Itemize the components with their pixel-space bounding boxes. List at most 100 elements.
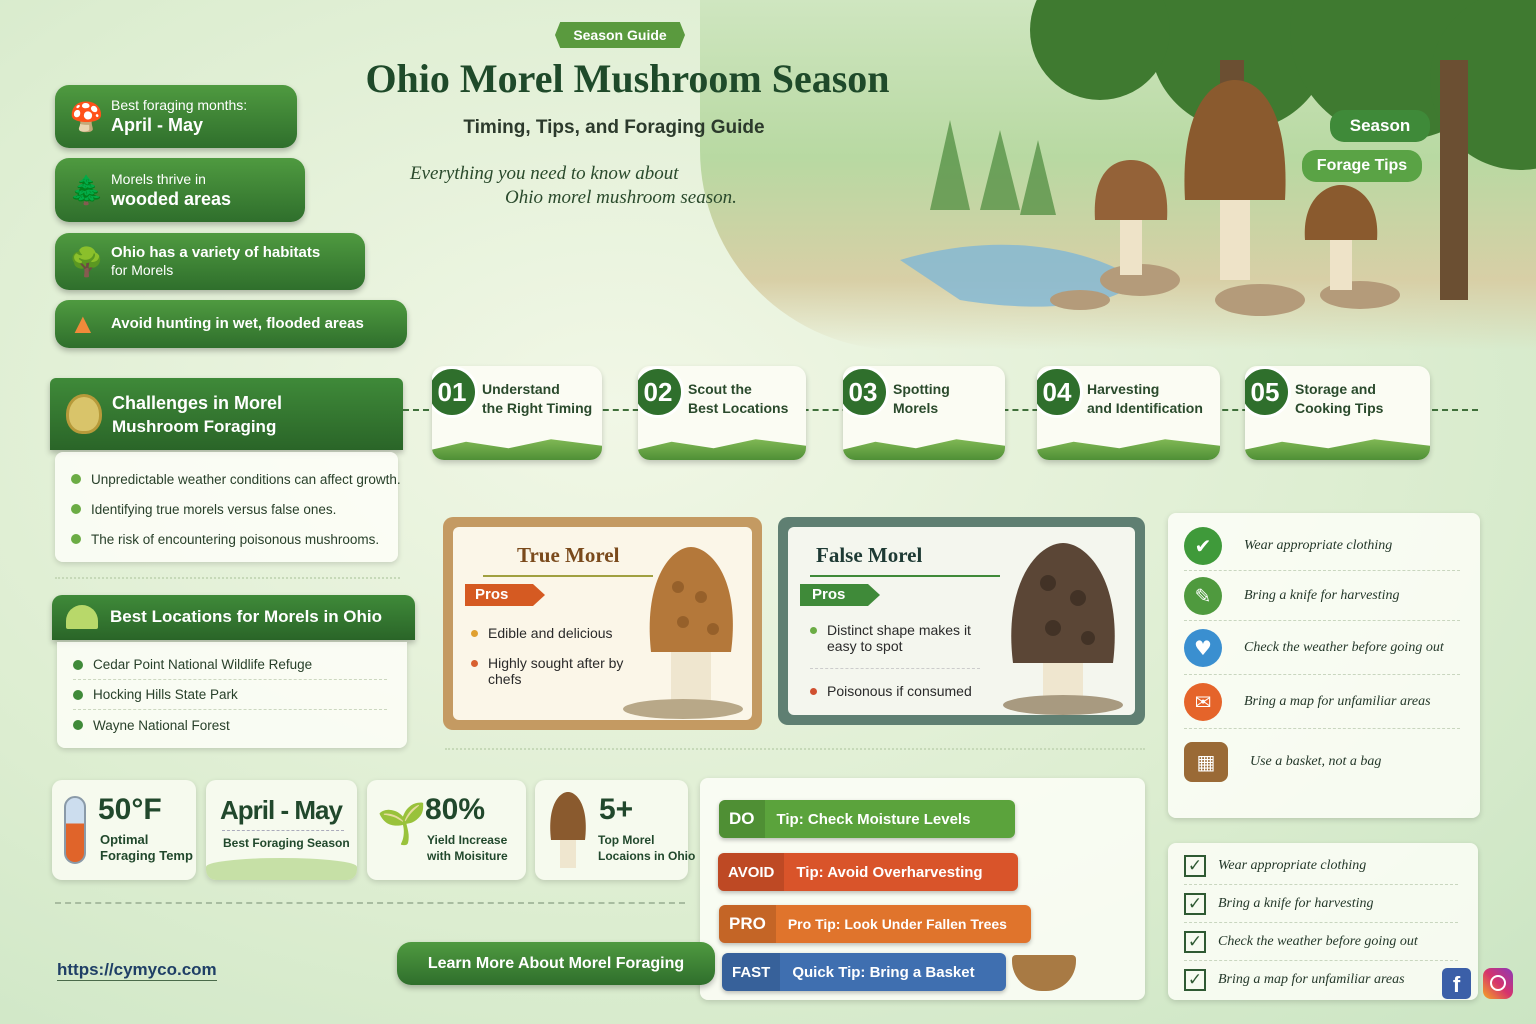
habitat-icon: 🌳 [69, 246, 104, 277]
checklist-item: ▦ Use a basket, not a bag [1184, 729, 1460, 795]
fact-habitats: 🌳 Ohio has a variety of habitats for Morel… [55, 233, 365, 290]
thermometer-icon [64, 796, 86, 864]
true-morel-illustration [623, 547, 743, 719]
fact-best-months: 🍄 Best foraging months: April - May [55, 85, 297, 148]
step-number: 02 [638, 366, 684, 418]
step-1[interactable]: 01 Understand the Right Timing [432, 366, 602, 460]
list-item: Highly sought after by chefs [471, 655, 631, 687]
heart-icon: ♥ [1184, 628, 1222, 667]
step-title: Best Locations [688, 400, 789, 416]
pros-tag: Pros [465, 584, 545, 606]
habitat-icon [66, 605, 98, 629]
warning-icon: ▲ [69, 308, 97, 339]
fact-value: April - May [111, 115, 204, 135]
checklist-panel: ✔ Wear appropriate clothing ✎ Bring a knif… [1168, 513, 1480, 818]
checklist-item: ♥ Check the weather before going out [1184, 621, 1460, 675]
checkbox-item[interactable]: ✓ Check the weather before going out [1184, 923, 1458, 961]
fact-label: Morels thrive in [111, 170, 206, 187]
step-number: 03 [843, 366, 889, 418]
checklist-item: ✎ Bring a knife for harvesting [1184, 571, 1460, 621]
forage-tips-tag: Forage Tips [1302, 150, 1422, 182]
step-title: Spotting [893, 381, 950, 397]
step-number: 05 [1245, 366, 1291, 418]
sprout-icon: 🌱 [377, 802, 427, 846]
website-link[interactable]: https://cymyco.com [57, 960, 217, 981]
fact-value: wooded areas [111, 188, 232, 209]
step-title: Harvesting [1087, 381, 1160, 397]
fact-label: Avoid hunting in wet, flooded areas [111, 315, 364, 332]
tip-fast[interactable]: FAST Quick Tip: Bring a Basket [722, 953, 1006, 991]
list-item: Unpredictable weather conditions can aff… [71, 464, 401, 494]
tagline-2: Ohio morel mushroom season. [505, 187, 737, 208]
false-morel-card: False Morel Pros Distinct shape makes it… [778, 517, 1145, 725]
false-morel-title: False Morel [816, 543, 923, 567]
checkbox-item[interactable]: ✓ Wear appropriate clothing [1184, 847, 1458, 885]
step-5[interactable]: 05 Storage and Cooking Tips [1245, 366, 1430, 460]
list-item: Hocking Hills State Park [73, 680, 387, 710]
step-title: Understand [482, 381, 560, 397]
fact-avoid-wet: ▲ Avoid hunting in wet, flooded areas [55, 300, 407, 348]
step-title: Scout the [688, 381, 752, 397]
fact-label: Ohio has a variety of habitats [111, 244, 321, 261]
challenges-title-2: Mushroom Foraging [112, 417, 277, 436]
divider [55, 902, 685, 904]
tip-avoid[interactable]: AVOID Tip: Avoid Overharvesting [718, 853, 1018, 891]
list-item: Cedar Point National Wildlife Refuge [73, 650, 387, 680]
locations-title: Best Locations for Morels in Ohio [110, 607, 383, 626]
challenges-list: Unpredictable weather conditions can aff… [55, 452, 401, 562]
list-item: Wayne National Forest [73, 710, 387, 740]
season-tag: Season [1330, 110, 1430, 142]
tagline-1: Everything you need to know about [410, 163, 679, 184]
checkbox-icon: ✓ [1184, 930, 1206, 953]
morel-icon: 🍄 [69, 101, 104, 132]
fact-value: for Morels [111, 262, 174, 278]
fact-wooded-areas: 🌲 Morels thrive in wooded areas [55, 158, 305, 222]
mail-icon: ✉ [1184, 682, 1222, 721]
divider [445, 748, 1145, 750]
step-number: 04 [1037, 366, 1083, 418]
checklist-item: ✉ Bring a map for unfamiliar areas [1184, 675, 1460, 729]
learn-more-button[interactable]: Learn More About Morel Foraging [397, 942, 715, 985]
facebook-icon[interactable]: f [1442, 968, 1471, 999]
instagram-icon[interactable] [1483, 968, 1513, 999]
list-item: Identifying true morels versus false one… [71, 494, 398, 524]
morel-icon [550, 792, 586, 868]
shield-icon [66, 394, 102, 434]
true-morel-title: True Morel [517, 543, 620, 567]
list-item: Distinct shape makes it easy to spot [810, 622, 980, 669]
checkbox-item[interactable]: ✓ Bring a knife for harvesting [1184, 885, 1458, 923]
checklist-item: ✔ Wear appropriate clothing [1184, 521, 1460, 571]
step-title: Morels [893, 400, 939, 416]
step-2[interactable]: 02 Scout the Best Locations [638, 366, 806, 460]
basket-icon: ▦ [1184, 742, 1228, 782]
morel-illustration [1094, 80, 1378, 290]
checkbox-icon: ✓ [1184, 969, 1206, 991]
list-item: Poisonous if consumed [810, 683, 980, 699]
pros-tag: Pros [800, 584, 880, 606]
step-number: 01 [432, 366, 478, 418]
true-morel-card: True Morel Pros Edible and delicious Hig… [443, 517, 762, 730]
stat-yield: 🌱 80% Yield Increase with Moisiture [367, 780, 526, 880]
checkbox-icon: ✓ [1184, 854, 1206, 877]
step-4[interactable]: 04 Harvesting and Identification [1037, 366, 1220, 460]
step-title: the Right Timing [482, 400, 593, 416]
stat-locations: 5+ Top Morel Locaions in Ohio [535, 780, 695, 880]
challenges-title-1: Challenges in Morel [112, 393, 283, 413]
fact-label: Best foraging months: [111, 97, 248, 113]
tip-pro[interactable]: PRO Pro Tip: Look Under Fallen Trees [719, 905, 1031, 943]
checkbox-item[interactable]: ✓ Bring a map for unfamiliar areas [1184, 961, 1458, 999]
tree-icon: 🌲 [69, 174, 104, 206]
stat-temp: 50°F Optimal Foraging Temp [52, 780, 196, 880]
divider [55, 577, 400, 579]
step-3[interactable]: 03 Spotting Morels [843, 366, 1005, 460]
step-title: Storage and [1295, 381, 1376, 397]
list-item: The risk of encountering poisonous mushr… [71, 524, 398, 554]
step-title: Cooking Tips [1295, 400, 1384, 416]
stat-season: April - May Best Foraging Season [206, 780, 357, 880]
checkbox-icon: ✓ [1184, 892, 1206, 915]
checklist-panel-2: ✓ Wear appropriate clothing ✓ Bring a knif… [1168, 843, 1478, 1000]
season-guide-badge: Season Guide [555, 22, 685, 48]
tip-do[interactable]: DO Tip: Check Moisture Levels [719, 800, 1015, 838]
step-title: and Identification [1087, 400, 1203, 416]
page-subtitle: Timing, Tips, and Foraging Guide [463, 117, 765, 138]
